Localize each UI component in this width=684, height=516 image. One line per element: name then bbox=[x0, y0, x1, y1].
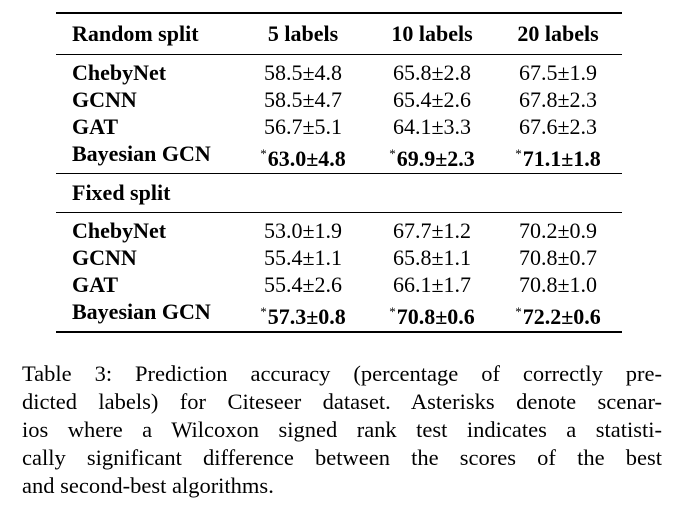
section-header-fixed-split: Fixed split bbox=[56, 174, 622, 212]
significance-asterisk: * bbox=[515, 304, 522, 319]
caption-line: dicted labels) for Citeseer dataset. Ast… bbox=[22, 389, 662, 414]
method-name: ChebyNet bbox=[72, 60, 167, 85]
method-name: GAT bbox=[72, 114, 119, 139]
table-row: GCNN 55.4±1.1 65.8±1.1 70.8±0.7 bbox=[56, 244, 622, 271]
score-20-labels: 70.8±1.0 bbox=[518, 272, 598, 297]
best-score: 57.3±0.8 bbox=[267, 304, 346, 329]
score-5-labels: 58.5±4.7 bbox=[263, 87, 343, 112]
method-name: Bayesian GCN bbox=[72, 141, 211, 166]
significance-asterisk: * bbox=[389, 304, 396, 319]
method-name: GAT bbox=[72, 272, 119, 297]
score-10-labels: *70.8±0.6 bbox=[376, 298, 488, 330]
caption-line: Table 3: Prediction accuracy (percentage… bbox=[22, 361, 662, 386]
header-rule bbox=[56, 54, 622, 55]
table-row: ChebyNet 53.0±1.9 67.7±1.2 70.2±0.9 bbox=[56, 217, 622, 244]
section-rule bbox=[56, 173, 622, 174]
table-header-row: Random split 5 labels 10 labels 20 label… bbox=[56, 14, 622, 54]
method-name: GCNN bbox=[72, 245, 137, 270]
score-5-labels: 55.4±1.1 bbox=[263, 245, 343, 270]
score-20-labels: 67.6±2.3 bbox=[518, 114, 598, 139]
score-10-labels: 65.8±2.8 bbox=[392, 60, 472, 85]
table-row: Bayesian GCN *57.3±0.8 *70.8±0.6 *72.2±0… bbox=[56, 298, 622, 329]
significance-asterisk: * bbox=[389, 146, 396, 161]
top-rule bbox=[56, 12, 622, 14]
score-5-labels: 56.7±5.1 bbox=[263, 114, 343, 139]
table-caption: Table 3: Prediction accuracy (percentage… bbox=[22, 360, 662, 500]
header-10-labels: 10 labels bbox=[391, 21, 473, 46]
significance-asterisk: * bbox=[260, 304, 267, 319]
score-20-labels: *72.2±0.6 bbox=[504, 298, 612, 330]
caption-line: ios where a Wilcoxon signed rank test in… bbox=[22, 417, 662, 442]
best-score: 72.2±0.6 bbox=[522, 304, 601, 329]
best-score: 69.9±2.3 bbox=[396, 146, 475, 171]
bottom-rule bbox=[56, 331, 622, 333]
score-10-labels: 64.1±3.3 bbox=[392, 114, 472, 139]
score-20-labels: 67.8±2.3 bbox=[518, 87, 598, 112]
table-row: GCNN 58.5±4.7 65.4±2.6 67.8±2.3 bbox=[56, 86, 622, 113]
score-20-labels: 67.5±1.9 bbox=[518, 60, 598, 85]
section-rule bbox=[56, 212, 622, 213]
score-5-labels: 55.4±2.6 bbox=[263, 272, 343, 297]
score-10-labels: 66.1±1.7 bbox=[392, 272, 472, 297]
method-name: GCNN bbox=[72, 87, 137, 112]
table-row: ChebyNet 58.5±4.8 65.8±2.8 67.5±1.9 bbox=[56, 59, 622, 86]
caption-line: and second-best algorithms. bbox=[22, 473, 274, 498]
best-score: 71.1±1.8 bbox=[522, 146, 601, 171]
significance-asterisk: * bbox=[515, 146, 522, 161]
score-5-labels: *57.3±0.8 bbox=[250, 298, 356, 330]
header-20-labels: 20 labels bbox=[517, 21, 599, 46]
table-row: GAT 55.4±2.6 66.1±1.7 70.8±1.0 bbox=[56, 271, 622, 298]
best-score: 63.0±4.8 bbox=[267, 146, 346, 171]
score-20-labels: 70.2±0.9 bbox=[518, 218, 598, 243]
table-row: GAT 56.7±5.1 64.1±3.3 67.6±2.3 bbox=[56, 113, 622, 140]
score-10-labels: 65.8±1.1 bbox=[392, 245, 472, 270]
score-10-labels: 67.7±1.2 bbox=[392, 218, 472, 243]
score-10-labels: 65.4±2.6 bbox=[392, 87, 472, 112]
header-5-labels: 5 labels bbox=[267, 21, 339, 46]
score-10-labels: *69.9±2.3 bbox=[376, 140, 488, 172]
results-table: Random split 5 labels 10 labels 20 label… bbox=[56, 12, 622, 333]
score-5-labels: 58.5±4.8 bbox=[263, 60, 343, 85]
fixed-split-label: Fixed split bbox=[72, 180, 171, 205]
method-name: Bayesian GCN bbox=[72, 299, 211, 324]
score-5-labels: *63.0±4.8 bbox=[250, 140, 356, 172]
score-5-labels: 53.0±1.9 bbox=[263, 218, 343, 243]
significance-asterisk: * bbox=[260, 146, 267, 161]
caption-line: cally significant difference between the… bbox=[22, 445, 662, 470]
table-row: Bayesian GCN *63.0±4.8 *69.9±2.3 *71.1±1… bbox=[56, 140, 622, 171]
method-name: ChebyNet bbox=[72, 218, 167, 243]
score-20-labels: 70.8±0.7 bbox=[518, 245, 598, 270]
header-random-split: Random split bbox=[72, 21, 199, 46]
best-score: 70.8±0.6 bbox=[396, 304, 475, 329]
score-20-labels: *71.1±1.8 bbox=[504, 140, 612, 172]
